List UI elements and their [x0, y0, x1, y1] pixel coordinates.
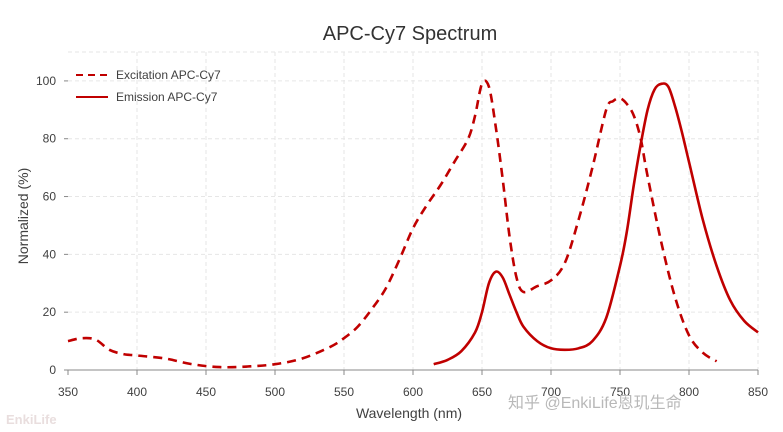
watermark-corner: EnkiLife [6, 412, 57, 427]
watermark-zhihu: 知乎 @EnkiLife恩玑生命 [508, 394, 682, 412]
legend: Excitation APC-Cy7 Emission APC-Cy7 [76, 68, 221, 104]
x-axis-label: Wavelength (nm) [356, 405, 462, 421]
x-tick-label: 400 [127, 385, 147, 399]
x-tick-label: 850 [748, 385, 768, 399]
x-tick-label: 350 [58, 385, 78, 399]
series-line-excitation [67, 79, 718, 369]
y-tick-label: 80 [43, 132, 57, 146]
y-axis-label: Normalized (%) [15, 168, 31, 264]
y-tick-label: 20 [43, 305, 57, 319]
series-group [67, 79, 759, 369]
y-tick-label: 60 [43, 190, 57, 204]
x-tick-label: 500 [265, 385, 285, 399]
y-tick-label: 40 [43, 247, 57, 261]
x-tick-label: 600 [403, 385, 423, 399]
x-tick-label: 800 [679, 385, 699, 399]
x-tick-label: 750 [610, 385, 630, 399]
series-line-emission [433, 82, 759, 366]
legend-label-excitation: Excitation APC-Cy7 [116, 68, 221, 82]
x-tick-label: 450 [196, 385, 216, 399]
x-tick-label: 650 [472, 385, 492, 399]
x-tick-labels: 350 400 450 500 550 600 650 700 750 800 850 [58, 385, 768, 399]
y-tick-label: 0 [49, 363, 56, 377]
chart-title: APC-Cy7 Spectrum [323, 23, 498, 45]
axes [64, 80, 759, 375]
gridlines [68, 51, 759, 370]
y-tick-label: 100 [36, 74, 56, 88]
legend-label-emission: Emission APC-Cy7 [116, 90, 218, 104]
x-tick-label: 550 [334, 385, 354, 399]
y-tick-labels: 0 20 40 60 80 100 [36, 74, 56, 377]
x-tick-label: 700 [541, 385, 561, 399]
